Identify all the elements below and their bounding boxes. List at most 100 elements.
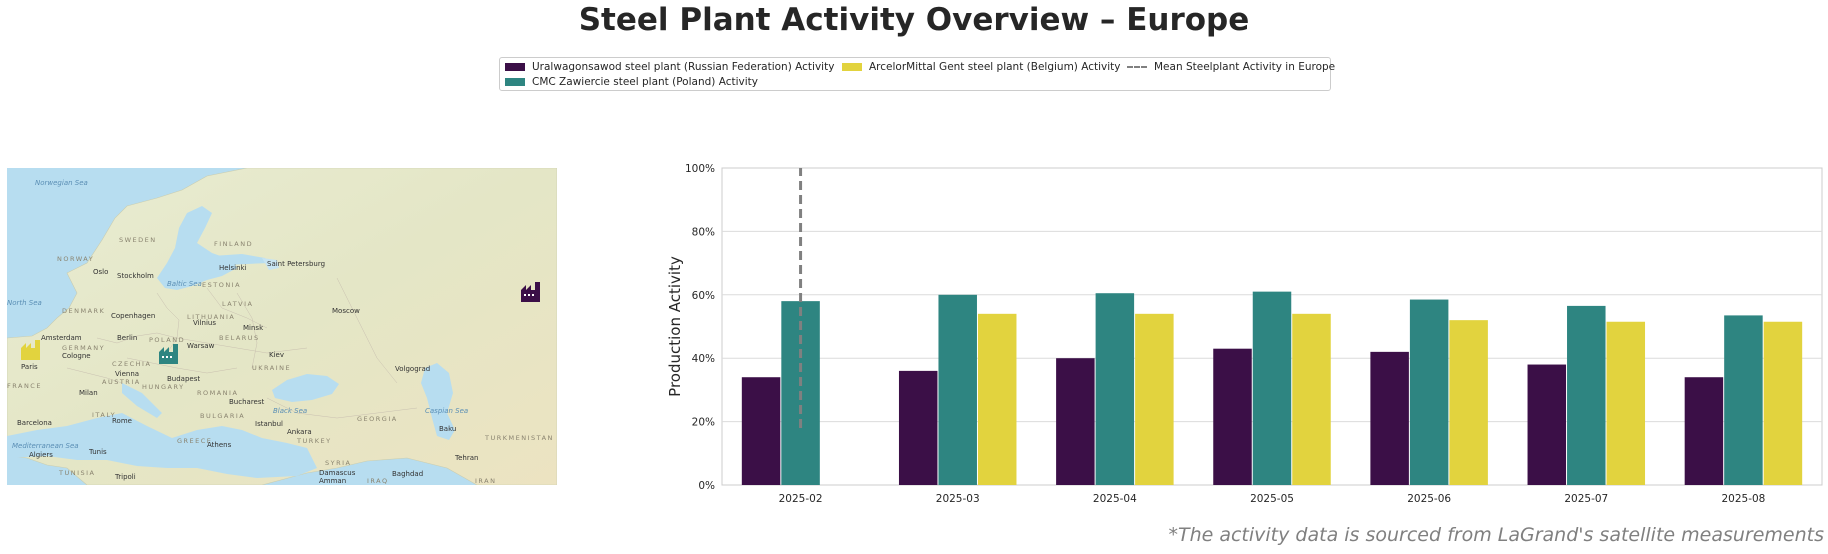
map-label: Saint Petersburg [267, 260, 325, 268]
map-label: NORWAY [57, 255, 94, 263]
map-label: North Sea [7, 299, 42, 307]
footnote: *The activity data is sourced from LaGra… [1168, 524, 1824, 546]
map-label: Oslo [93, 268, 108, 276]
map-label: Bucharest [229, 398, 264, 406]
legend-label: CMC Zawiercie steel plant (Poland) Activ… [532, 76, 758, 88]
europe-map: Norwegian Sea SWEDEN FINLAND NORWAY Oslo… [7, 168, 557, 485]
map-label: Volgograd [395, 365, 430, 373]
map-label: Baku [439, 425, 456, 433]
map-label: BULGARIA [200, 412, 245, 420]
x-tick-label: 2025-02 [779, 493, 823, 505]
map-label: Damascus [319, 469, 356, 477]
bar [1724, 315, 1763, 485]
bar [938, 294, 977, 485]
map-label: Amsterdam [41, 334, 82, 342]
map-label: IRAN [475, 477, 496, 485]
map-label: Istanbul [255, 420, 283, 428]
bar [1684, 377, 1724, 485]
map-labels: Norwegian Sea SWEDEN FINLAND NORWAY Oslo… [7, 179, 554, 485]
map-label: Berlin [117, 334, 137, 342]
bar [1763, 321, 1803, 485]
map-label: BELARUS [219, 334, 260, 342]
map-label: Moscow [332, 307, 360, 315]
bar [1135, 313, 1174, 485]
map-label: GREECE [177, 437, 212, 445]
x-tick-label: 2025-05 [1250, 493, 1294, 505]
factory-icon [521, 282, 540, 302]
map-label: LITHUANIA [187, 313, 235, 321]
legend-swatch [842, 63, 862, 71]
map-label: Copenhagen [111, 312, 155, 320]
legend-item-mean-activity: Mean Steelplant Activity in Europe [1127, 61, 1335, 73]
x-tick-label: 2025-03 [936, 493, 980, 505]
map-label: ESTONIA [202, 281, 241, 289]
bar [1606, 321, 1646, 485]
y-tick-label: 60% [692, 290, 715, 302]
map-label: Amman [319, 477, 346, 485]
map-label: Cologne [62, 352, 91, 360]
map-label: Tripoli [114, 473, 136, 481]
y-tick-label: 40% [692, 353, 715, 365]
map-label: TURKEY [296, 437, 332, 445]
y-tick-label: 80% [692, 226, 715, 238]
chart-title: Steel Plant Activity Overview – Europe [578, 2, 1250, 38]
map-label: Mediterranean Sea [12, 442, 79, 450]
x-tick-label: 2025-08 [1721, 493, 1765, 505]
map-label: Black Sea [273, 407, 307, 415]
map-label: ROMANIA [197, 389, 238, 397]
x-tick-label: 2025-07 [1564, 493, 1608, 505]
baltic-sea [157, 206, 237, 290]
map-label: Budapest [167, 375, 200, 383]
y-tick-label: 100% [685, 163, 715, 175]
map-label: Vienna [115, 370, 139, 378]
bar [1409, 299, 1449, 485]
country-borders [66, 277, 418, 419]
factory-icon [159, 344, 178, 364]
legend-item-arcelormittal-gent: ArcelorMittal Gent steel plant (Belgium)… [842, 61, 1121, 73]
legend-item-uralwagonsawod: Uralwagonsawod steel plant (Russian Fede… [505, 61, 834, 73]
bar [1095, 293, 1135, 485]
map-label: Kiev [269, 351, 284, 359]
map-label: Algiers [29, 451, 53, 459]
map-label: ITALY [92, 411, 116, 419]
x-tick-label: 2025-06 [1407, 493, 1451, 505]
map-label: TUNISIA [58, 469, 96, 477]
map-label: SWEDEN [119, 236, 157, 244]
bar [741, 377, 781, 485]
y-tick-label: 20% [692, 417, 715, 429]
legend-swatch [505, 78, 525, 86]
map-label: Helsinki [219, 264, 247, 272]
map-label: Ankara [287, 428, 312, 436]
bar [977, 313, 1017, 485]
legend-swatch [505, 63, 525, 71]
map-label: POLAND [149, 336, 185, 344]
bar [1527, 364, 1567, 485]
map-label: Stockholm [117, 272, 154, 280]
y-axis-label: Production Activity [666, 256, 684, 397]
bar [1292, 313, 1331, 485]
map-label: UKRAINE [252, 364, 291, 372]
legend: Uralwagonsawod steel plant (Russian Fede… [499, 57, 1335, 91]
map-label: Athens [207, 441, 232, 449]
map-label: Paris [21, 363, 38, 371]
bar [1567, 305, 1606, 485]
white-sea-area [262, 258, 279, 270]
map-label: IRAQ [367, 477, 389, 485]
gulf-of-finland [212, 254, 269, 265]
caspian-sea [421, 363, 455, 440]
map-label: TURKMENISTAN [484, 434, 554, 442]
adriatic-sea [122, 383, 162, 418]
bar [1252, 291, 1292, 485]
map-label: Milan [79, 389, 98, 397]
map-label: GERMANY [62, 344, 105, 352]
black-sea [272, 374, 339, 402]
map-label: AUSTRIA [102, 378, 141, 386]
map-label: Rome [112, 417, 132, 425]
mediterranean-sea [7, 413, 317, 478]
legend-label: Mean Steelplant Activity in Europe [1154, 61, 1336, 73]
map-label: Minsk [243, 324, 264, 332]
x-tick-label: 2025-04 [1093, 493, 1137, 505]
legend-item-cmc-zawiercie: CMC Zawiercie steel plant (Poland) Activ… [505, 76, 758, 88]
map-label: Warsaw [187, 342, 215, 350]
